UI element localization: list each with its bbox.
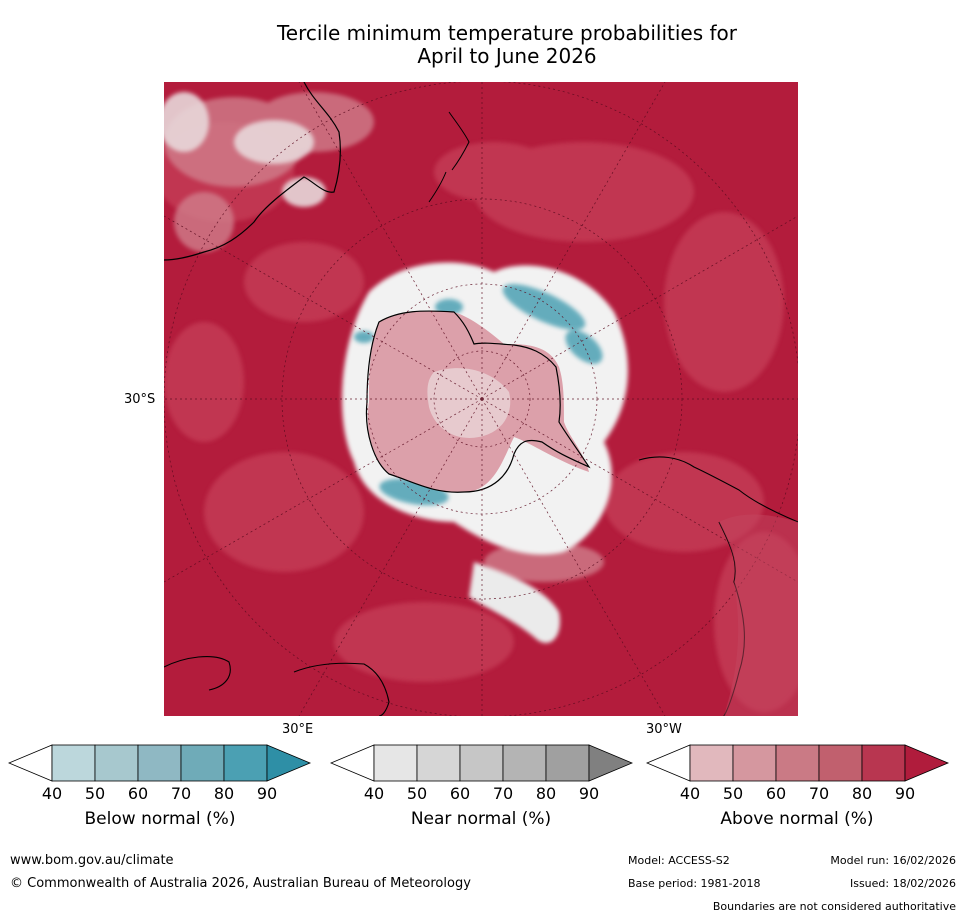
above-tick-label: 90	[894, 784, 916, 803]
footer-url: www.bom.gov.au/climate	[10, 853, 174, 868]
lat-label-30s: 30°S	[124, 392, 156, 407]
chart-title: Tercile minimum temperature probabilitie…	[164, 22, 850, 68]
footer-base-period: Base period: 1981-2018	[628, 877, 761, 890]
footer-model-run: Model run: 16/02/2026	[830, 854, 956, 867]
near-colorbar-bin-5	[545, 744, 590, 782]
africa-coastline	[164, 656, 390, 716]
footer-model: Model: ACCESS-S2	[628, 854, 730, 867]
antarctica-coastline	[365, 310, 591, 493]
above-colorbar-bin-4	[818, 744, 863, 782]
below-tick-label: 90	[256, 784, 278, 803]
title-line-2: April to June 2026	[417, 44, 597, 68]
near-tick-label: 50	[406, 784, 428, 803]
near-tick-label: 80	[535, 784, 557, 803]
above-tick-label: 50	[722, 784, 744, 803]
australia-coastline	[164, 82, 341, 261]
below-colorbar-extend-high	[266, 744, 312, 782]
below-tick-label: 70	[170, 784, 192, 803]
above-tick-label: 60	[765, 784, 787, 803]
below-colorbar-bin-3	[137, 744, 182, 782]
below-tick-label: 80	[213, 784, 235, 803]
below-colorbar-extend-low	[8, 744, 53, 782]
below-colorbar-bin-2	[94, 744, 139, 782]
graticule	[164, 82, 798, 716]
below-colorbar-bin-1	[51, 744, 96, 782]
near-tick-label: 40	[363, 784, 385, 803]
above-tick-label: 40	[679, 784, 701, 803]
below-tick-label: 50	[84, 784, 106, 803]
near-tick-label: 70	[492, 784, 514, 803]
footer-copyright: © Commonwealth of Australia 2026, Austra…	[10, 876, 471, 891]
near-tick-label: 60	[449, 784, 471, 803]
below-tick-label: 40	[41, 784, 63, 803]
below-tick-label: 60	[127, 784, 149, 803]
near-normal-tongue	[469, 562, 560, 643]
near-tick-label: 90	[578, 784, 600, 803]
footer-issued: Issued: 18/02/2026	[849, 877, 956, 890]
near-colorbar-bin-2	[416, 744, 461, 782]
colorbar-title-above: Above normal (%)	[720, 809, 874, 829]
lon-label-30e: 30°E	[282, 722, 314, 737]
above-colorbar-extend-low	[646, 744, 691, 782]
near-colorbar-extend-high	[588, 744, 634, 782]
above-colorbar-extend-high	[904, 744, 950, 782]
near-colorbar-extend-low	[330, 744, 375, 782]
new-zealand-coastline	[428, 111, 470, 203]
colorbar-title-below: Below normal (%)	[84, 809, 236, 829]
above-colorbar-bin-3	[775, 744, 820, 782]
lon-label-30w: 30°W	[646, 722, 682, 737]
below-colorbar-bin-4	[180, 744, 225, 782]
above-colorbar-bin-2	[732, 744, 777, 782]
colorbar-near-normal	[330, 744, 634, 782]
near-colorbar-bin-3	[459, 744, 504, 782]
colorbar-title-near: Near normal (%)	[410, 809, 552, 829]
above-colorbar-bin-1	[689, 744, 734, 782]
south-america-fill	[719, 514, 798, 716]
polar-map	[164, 82, 798, 716]
near-colorbar-bin-4	[502, 744, 547, 782]
colorbar-above-normal	[646, 744, 950, 782]
footer-disclaimer: Boundaries are not considered authoritat…	[712, 900, 956, 913]
near-colorbar-bin-1	[373, 744, 418, 782]
colorbar-below-normal	[8, 744, 312, 782]
above-tick-label: 70	[808, 784, 830, 803]
above-colorbar-bin-5	[861, 744, 906, 782]
above-tick-label: 80	[851, 784, 873, 803]
title-line-1: Tercile minimum temperature probabilitie…	[276, 21, 738, 45]
below-colorbar-bin-5	[223, 744, 268, 782]
